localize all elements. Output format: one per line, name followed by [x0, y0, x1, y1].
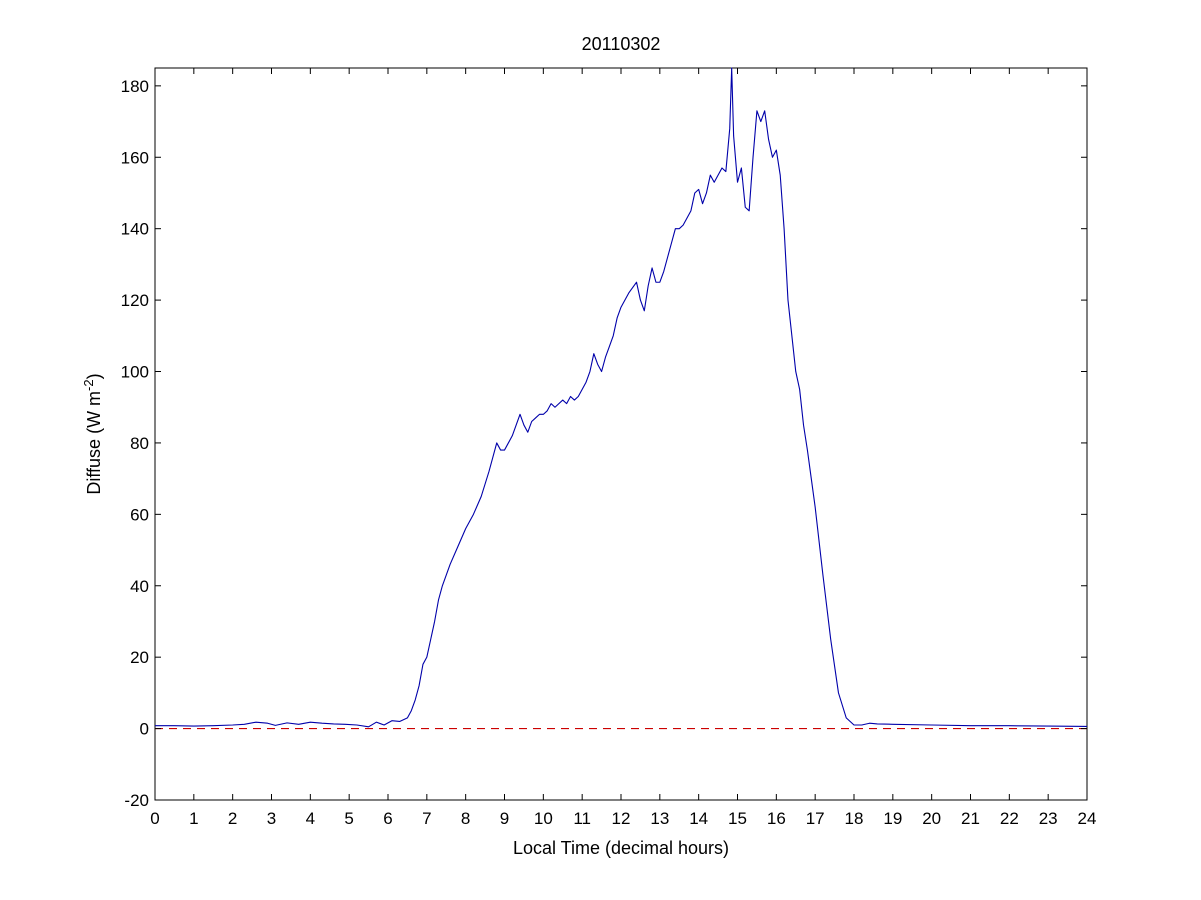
x-tick-label: 15: [728, 809, 747, 828]
x-tick-label: 19: [883, 809, 902, 828]
x-tick-label: 6: [383, 809, 392, 828]
x-tick-label: 12: [612, 809, 631, 828]
x-tick-label: 1: [189, 809, 198, 828]
x-tick-label: 7: [422, 809, 431, 828]
y-tick-label: 80: [130, 434, 149, 453]
x-tick-label: 2: [228, 809, 237, 828]
x-axis-ticks: 0 1 2 3 4 5 6 7 8 9 10 11 12 13 14 15 16 17 18 19 20 21 22 23 24: [150, 68, 1096, 828]
y-axis-label-superscript: -2: [81, 379, 96, 391]
y-tick-label: 20: [130, 648, 149, 667]
x-tick-label: 9: [500, 809, 509, 828]
plot-frame: [154, 67, 1088, 801]
x-tick-label: 3: [267, 809, 276, 828]
x-tick-label: 11: [573, 809, 591, 828]
x-tick-label: 22: [1000, 809, 1019, 828]
x-tick-label: 0: [150, 809, 159, 828]
series-line-diffuse: [155, 67, 1088, 728]
x-tick-label: 21: [961, 809, 980, 828]
y-tick-label: 100: [121, 363, 149, 382]
y-tick-label: -20: [124, 791, 149, 810]
y-axis-label-close: ): [84, 373, 104, 379]
y-axis-ticks: -20 0 20 40 60 80 100 120 140 160 180: [121, 77, 1087, 810]
y-tick-label: 180: [121, 77, 149, 96]
x-tick-label: 13: [650, 809, 669, 828]
y-tick-label: 120: [121, 291, 149, 310]
y-tick-label: 60: [130, 505, 149, 524]
x-tick-label: 10: [534, 809, 553, 828]
x-tick-label: 20: [922, 809, 941, 828]
x-tick-label: 4: [306, 809, 315, 828]
plot-area: [154, 67, 1088, 801]
x-tick-label: 17: [806, 809, 825, 828]
x-tick-label: 8: [461, 809, 470, 828]
y-tick-label: 140: [121, 220, 149, 239]
x-tick-label: 14: [689, 809, 708, 828]
y-tick-label: 0: [140, 720, 149, 739]
y-tick-label: 160: [121, 148, 149, 167]
chart-title: 20110302: [582, 34, 661, 54]
y-axis-label: Diffuse (W m-2): [81, 373, 104, 494]
y-axis-label-main: Diffuse (W m: [84, 391, 104, 495]
x-tick-label: 16: [767, 809, 786, 828]
x-tick-label: 23: [1039, 809, 1058, 828]
x-tick-label: 18: [845, 809, 864, 828]
x-axis-label: Local Time (decimal hours): [513, 838, 729, 858]
x-tick-label: 24: [1078, 809, 1097, 828]
y-tick-label: 40: [130, 577, 149, 596]
x-tick-label: 5: [344, 809, 353, 828]
